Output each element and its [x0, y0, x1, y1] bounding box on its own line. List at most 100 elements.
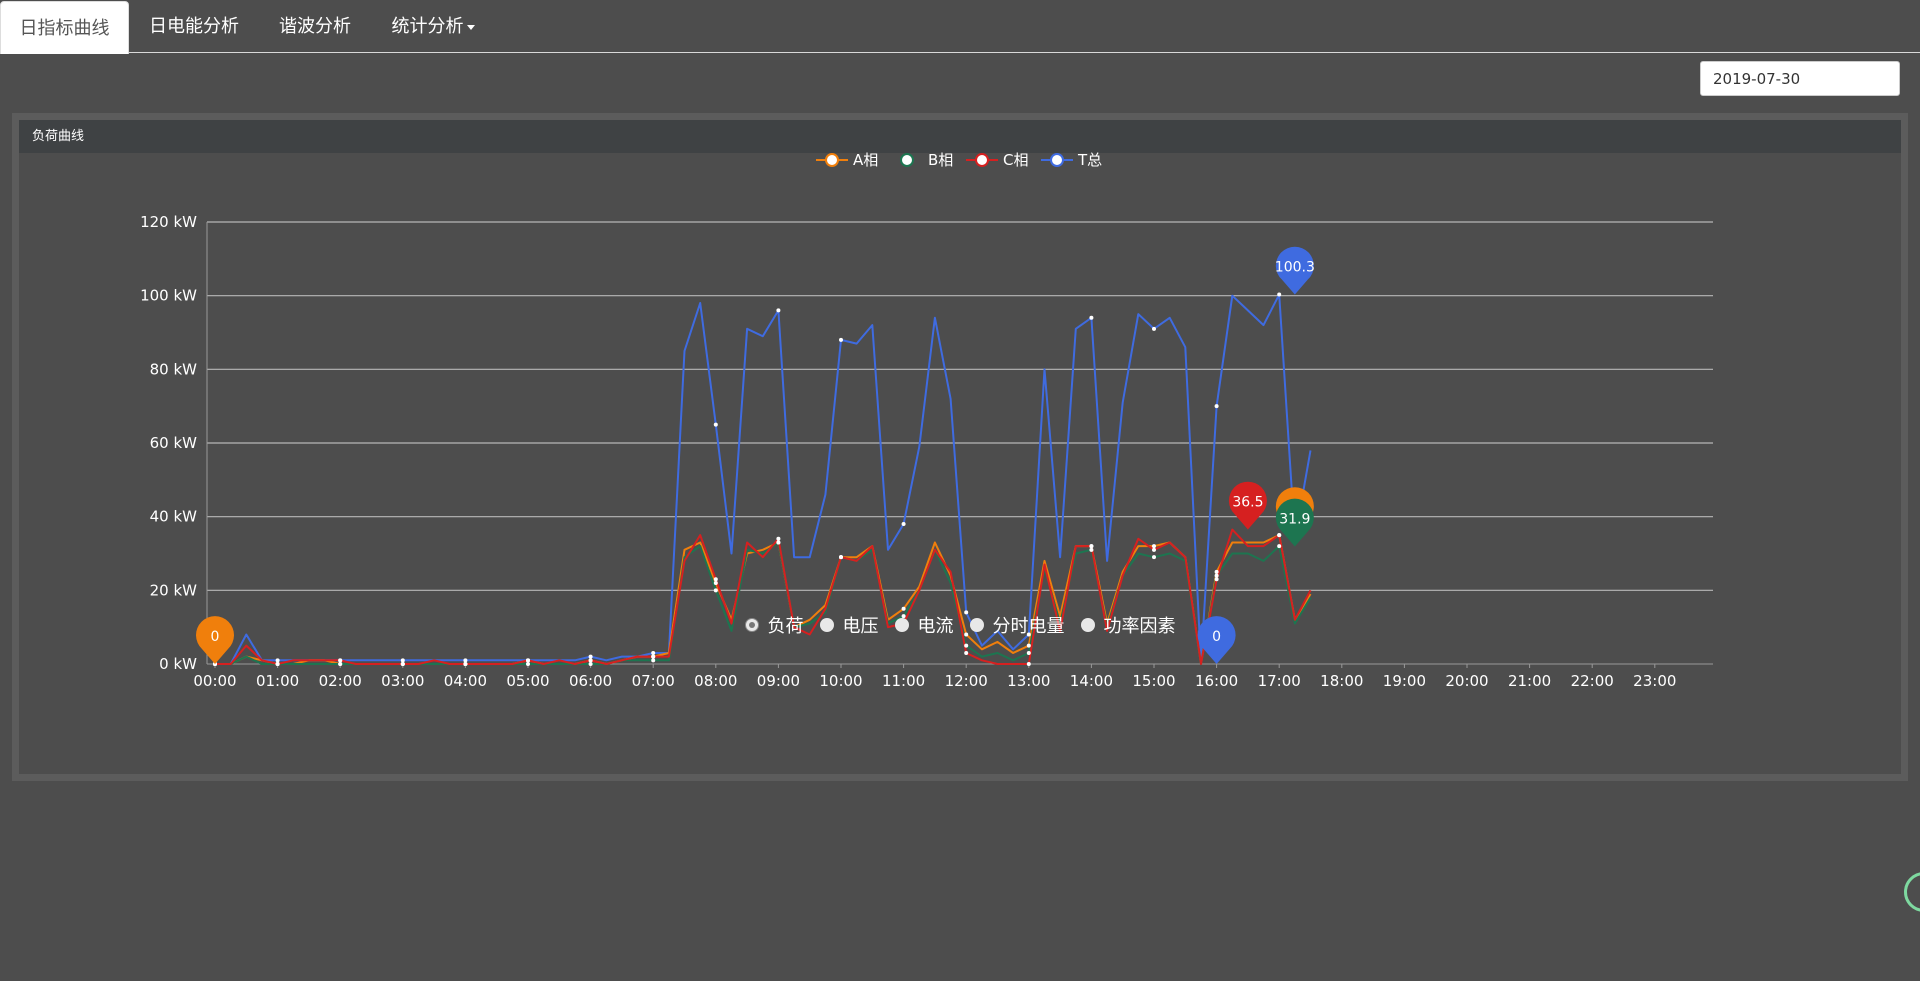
data-point — [463, 662, 468, 666]
data-point — [400, 662, 405, 666]
data-point — [964, 610, 969, 615]
data-point — [901, 522, 906, 527]
data-point — [588, 654, 593, 659]
tab-harmonic[interactable]: 谐波分析 — [278, 0, 352, 53]
tab-statistics[interactable]: 统计分析 — [390, 0, 476, 53]
marker-pin-shape — [1275, 246, 1314, 295]
data-point — [338, 662, 343, 666]
data-point — [1089, 315, 1094, 320]
data-point — [713, 577, 718, 582]
x-tick-label: 08:00 — [694, 672, 737, 690]
data-point — [1026, 632, 1031, 637]
marker-pin-shape — [1228, 481, 1267, 530]
radio-timeshare-energy[interactable]: 分时电量 — [969, 612, 1065, 638]
data-point — [1089, 544, 1094, 549]
radio-label: 分时电量 — [992, 616, 1065, 637]
legend-label: C相 — [1003, 151, 1028, 169]
data-point — [651, 658, 656, 663]
data-point — [463, 658, 468, 663]
legend-label: T总 — [1077, 151, 1102, 169]
y-tick-label: 60 kW — [150, 434, 198, 452]
data-point — [713, 580, 718, 585]
legend-item: B相 — [900, 151, 953, 169]
data-point — [526, 662, 530, 666]
x-tick-label: 07:00 — [632, 672, 675, 690]
radio-voltage[interactable]: 电压 — [819, 612, 879, 638]
data-point — [1214, 404, 1219, 409]
x-tick-label: 10:00 — [819, 672, 862, 690]
data-point — [776, 308, 781, 313]
data-point — [1026, 643, 1031, 648]
data-point — [400, 658, 405, 663]
legend-symbol — [900, 153, 914, 167]
x-tick-label: 13:00 — [1007, 672, 1050, 690]
data-point — [588, 658, 593, 663]
radio-label: 电流 — [917, 616, 954, 637]
series-line-2 — [215, 528, 1312, 665]
legend-item: C相 — [966, 151, 1028, 169]
data-point — [964, 632, 969, 637]
radio-label: 功率因素 — [1103, 616, 1176, 637]
radio-power-factor[interactable]: 功率因素 — [1080, 612, 1176, 638]
data-point — [1277, 544, 1282, 549]
data-point — [901, 614, 906, 619]
radio-current[interactable]: 电流 — [894, 612, 954, 638]
data-point — [713, 588, 718, 593]
y-tick-label: 100 kW — [140, 287, 197, 305]
radio-label: 负荷 — [767, 616, 804, 637]
y-tick-label: 40 kW — [150, 508, 198, 526]
load-curve-panel: 负荷曲线 — [12, 113, 1908, 781]
x-tick-label: 04:00 — [444, 672, 487, 690]
panel-title: 负荷曲线 — [19, 120, 1901, 153]
data-point — [964, 650, 969, 655]
marker-pin: 36.5 — [1228, 481, 1267, 530]
radio-unchecked-icon — [1080, 618, 1095, 632]
radio-unchecked-icon — [969, 618, 984, 632]
y-tick-label: 20 kW — [150, 581, 198, 599]
data-point — [1152, 547, 1156, 552]
marker-pin: 0 — [1197, 616, 1236, 664]
y-tick-label: 80 kW — [150, 360, 198, 378]
marker-pin: 0 — [195, 616, 235, 664]
data-point — [1152, 555, 1156, 560]
date-input[interactable] — [1700, 61, 1900, 96]
tab-daily-energy[interactable]: 日电能分析 — [148, 0, 240, 53]
x-tick-label: 11:00 — [882, 672, 925, 690]
x-tick-label: 22:00 — [1571, 672, 1614, 690]
data-point — [1026, 662, 1031, 666]
data-point — [1026, 650, 1031, 655]
tab-label: 日指标曲线 — [19, 18, 110, 39]
legend-symbol — [1050, 153, 1064, 167]
marker-label: 36.5 — [1232, 495, 1263, 511]
legend-symbol — [825, 153, 839, 167]
marker-label: 100.3 — [1275, 260, 1315, 276]
x-tick-label: 02:00 — [319, 672, 362, 690]
marker-pin-shape — [1197, 616, 1236, 664]
series-line-3 — [215, 293, 1312, 665]
tab-bar: 日指标曲线 日电能分析 谐波分析 统计分析 — [0, 0, 1920, 54]
data-point — [839, 555, 843, 560]
y-tick-label: 120 kW — [140, 213, 197, 231]
data-point — [275, 662, 280, 666]
legend-symbol — [975, 153, 989, 167]
radio-unchecked-icon — [819, 618, 834, 632]
radio-load[interactable]: 负荷 — [744, 612, 804, 638]
x-tick-label: 15:00 — [1132, 672, 1175, 690]
data-point — [964, 643, 969, 648]
marker-pin-shape — [1275, 498, 1314, 547]
data-point — [1214, 577, 1219, 582]
x-tick-label: 20:00 — [1445, 672, 1488, 690]
legend-item: A相 — [816, 151, 878, 169]
data-point — [588, 662, 593, 666]
data-point — [651, 650, 656, 655]
x-tick-label: 01:00 — [256, 672, 299, 690]
radio-label: 电压 — [842, 616, 879, 637]
marker-pin: 100.3 — [1275, 246, 1315, 295]
legend-item: T总 — [1041, 151, 1102, 169]
data-point — [1152, 544, 1156, 549]
x-tick-label: 17:00 — [1258, 672, 1301, 690]
tab-daily-curve[interactable]: 日指标曲线 — [0, 1, 129, 54]
data-point — [1277, 533, 1282, 538]
marker-pin: 31.9 — [1275, 498, 1314, 547]
marker-label: 0 — [1212, 629, 1221, 645]
